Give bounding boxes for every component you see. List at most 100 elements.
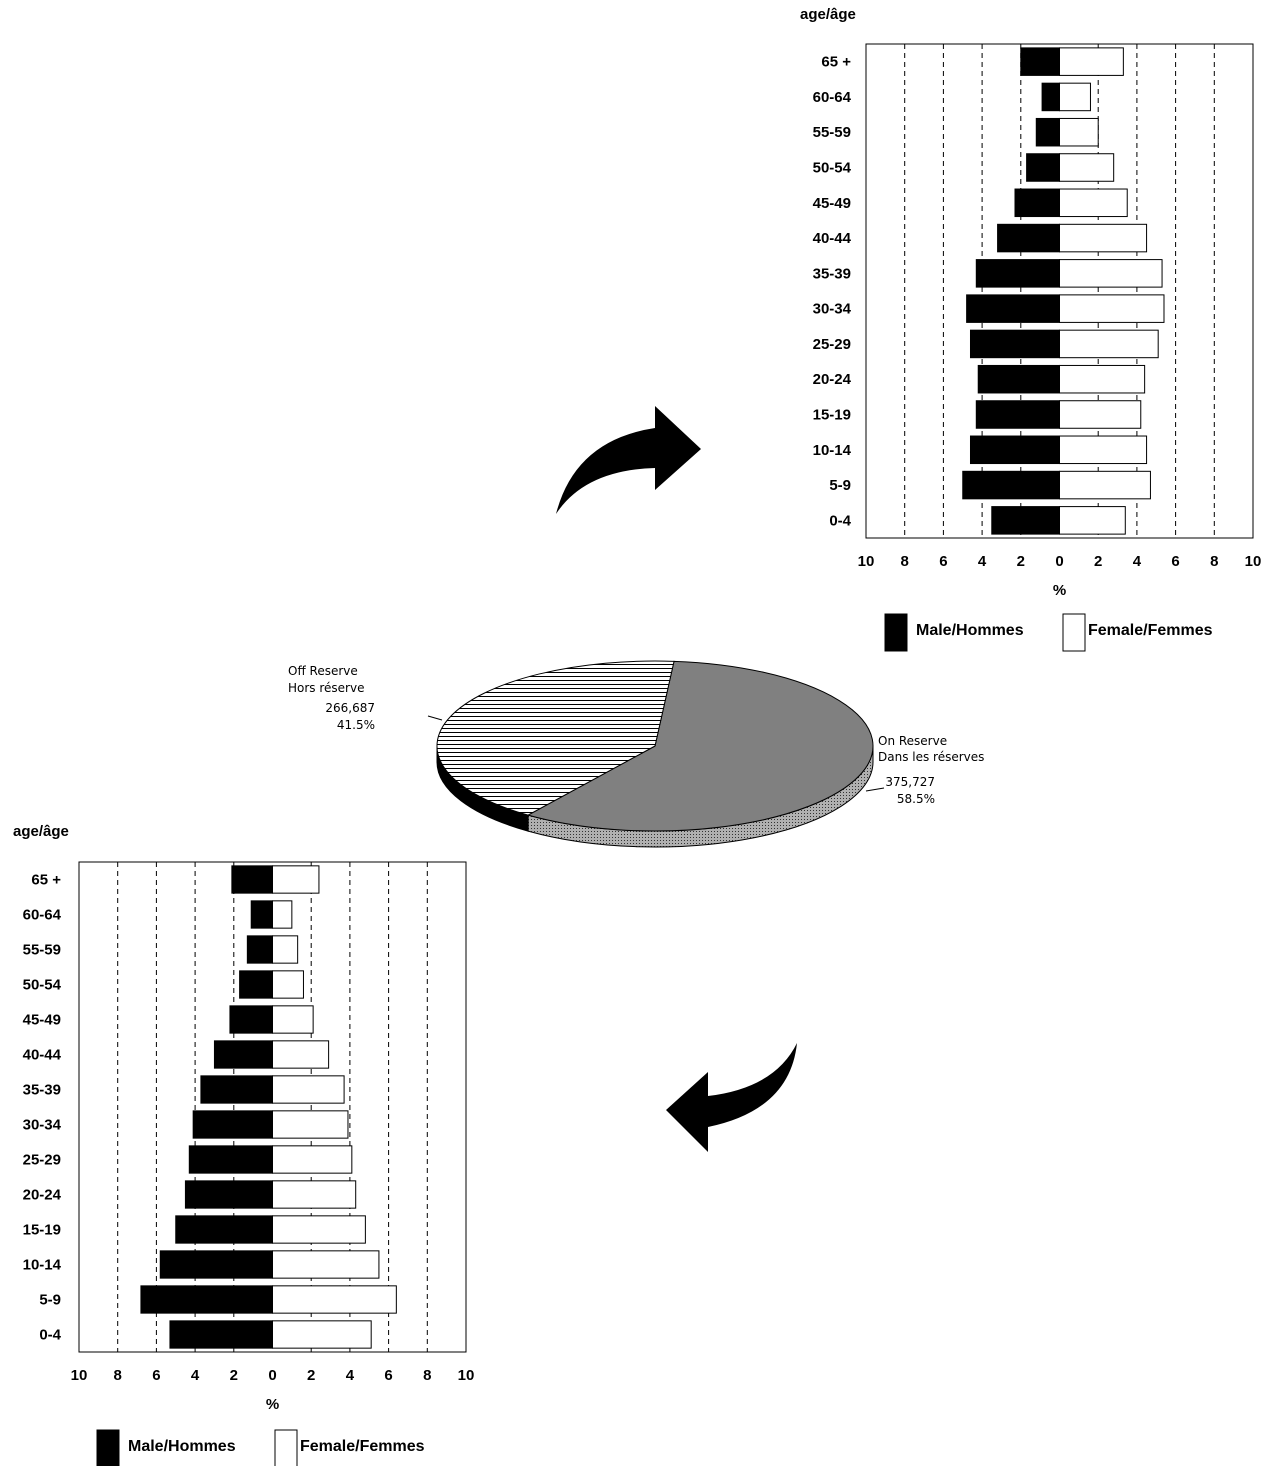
pie-percent-off-reserve: 41.5% <box>337 718 375 732</box>
bar-female <box>1059 223 1148 253</box>
arrow-left-icon <box>666 1043 797 1152</box>
y-tick-label: 25-29 <box>23 1152 61 1169</box>
bar-female <box>1059 153 1115 182</box>
bar-male <box>140 1285 273 1314</box>
pie-label-off-reserve-fr: Hors réserve <box>288 681 364 695</box>
x-tick-label: 2 <box>307 1367 315 1384</box>
x-tick-label: 4 <box>191 1367 200 1384</box>
bar-male <box>969 435 1060 465</box>
legend-label-female: Female/Femmes <box>300 1438 425 1455</box>
y-tick-label: 0-4 <box>829 512 851 529</box>
bar-female <box>1059 435 1148 465</box>
bar-female <box>1059 82 1091 112</box>
x-tick-label: 2 <box>230 1367 238 1384</box>
y-tick-label: 15-19 <box>813 407 851 424</box>
x-tick-label: 2 <box>1094 553 1102 570</box>
bar-male <box>192 1110 273 1139</box>
x-tick-label: 0 <box>268 1367 276 1384</box>
y-tick-label: 35-39 <box>813 265 851 282</box>
y-tick-label: 65 + <box>31 872 61 889</box>
bar-male <box>231 865 274 894</box>
bar-female <box>272 900 293 929</box>
x-tick-label: 8 <box>1210 553 1218 570</box>
bar-male <box>200 1075 273 1104</box>
x-tick-label: 6 <box>384 1367 392 1384</box>
bar-female <box>1059 364 1146 394</box>
y-tick-label: 45-49 <box>813 195 851 212</box>
x-axis-title: % <box>1053 582 1066 599</box>
bar-female <box>272 1320 372 1349</box>
y-axis-title: age/âge <box>13 823 69 840</box>
y-tick-label: 15-19 <box>23 1222 61 1239</box>
bar-male <box>246 935 274 964</box>
x-tick-label: 6 <box>152 1367 160 1384</box>
pyramid-chart-on-reserve: 65 +60-6455-5950-5445-4940-4435-3930-342… <box>800 6 1261 652</box>
bar-female <box>272 935 299 964</box>
y-tick-label: 20-24 <box>813 371 852 388</box>
y-tick-label: 55-59 <box>23 942 61 959</box>
y-tick-label: 0-4 <box>39 1327 61 1344</box>
bar-male <box>977 364 1060 394</box>
legend-label-male: Male/Hommes <box>916 622 1024 639</box>
bar-female <box>1059 294 1165 323</box>
arrow-right-icon <box>556 406 701 514</box>
bar-male <box>997 223 1061 253</box>
x-tick-label: 8 <box>423 1367 431 1384</box>
bar-male <box>991 506 1061 535</box>
bar-female <box>272 1180 357 1209</box>
bar-female <box>1059 400 1142 429</box>
y-tick-label: 65 + <box>821 54 851 71</box>
x-tick-label: 4 <box>978 553 987 570</box>
x-axis-title: % <box>266 1396 279 1413</box>
y-tick-label: 30-34 <box>23 1117 62 1134</box>
x-tick-label: 8 <box>114 1367 122 1384</box>
pie-percent-on-reserve: 58.5% <box>897 792 935 806</box>
bar-male <box>250 900 273 929</box>
bar-male <box>229 1005 273 1034</box>
y-axis-title: age/âge <box>800 6 856 23</box>
y-tick-label: 30-34 <box>813 301 852 318</box>
bar-male <box>969 329 1060 359</box>
bar-female <box>1059 259 1163 288</box>
bar-female <box>272 1040 330 1069</box>
bar-male <box>1035 117 1061 147</box>
y-tick-label: 55-59 <box>813 124 851 141</box>
pie-slice-on-reserve <box>526 660 874 832</box>
pie-slice-off-reserve <box>436 660 675 816</box>
bar-male <box>184 1180 273 1209</box>
y-tick-label: 10-14 <box>813 442 852 459</box>
pie-count-off-reserve: 266,687 <box>325 701 375 715</box>
y-tick-label: 60-64 <box>813 89 852 106</box>
bar-female <box>272 1110 349 1139</box>
y-tick-label: 5-9 <box>829 477 851 494</box>
bar-male <box>169 1320 274 1349</box>
bar-male <box>1014 188 1060 218</box>
bar-male <box>1041 82 1060 112</box>
x-tick-label: 10 <box>458 1367 475 1384</box>
bar-female <box>1059 117 1099 147</box>
bar-female <box>272 970 304 999</box>
y-tick-label: 45-49 <box>23 1012 61 1029</box>
bar-male <box>1020 47 1060 76</box>
x-tick-label: 6 <box>1171 553 1179 570</box>
bar-female <box>272 1215 366 1244</box>
bar-female <box>272 1285 397 1314</box>
pyramid-chart-off-reserve: 65 +60-6455-5950-5445-4940-4435-3930-342… <box>13 823 474 1466</box>
legend-swatch-female <box>274 1429 298 1466</box>
x-tick-label: 10 <box>858 553 875 570</box>
x-tick-label: 6 <box>939 553 947 570</box>
pie-count-on-reserve: 375,727 <box>885 775 935 789</box>
legend-label-female: Female/Femmes <box>1088 622 1213 639</box>
pie-label-on-reserve-fr: Dans les réserves <box>878 750 984 764</box>
y-tick-label: 5-9 <box>39 1292 61 1309</box>
bar-female <box>1059 329 1159 359</box>
bar-female <box>1059 47 1124 76</box>
legend-swatch-male <box>96 1429 120 1466</box>
bar-female <box>272 865 320 894</box>
x-tick-label: 10 <box>71 1367 88 1384</box>
bar-female <box>272 1145 353 1174</box>
x-tick-label: 0 <box>1055 553 1063 570</box>
legend-label-male: Male/Hommes <box>128 1438 236 1455</box>
bar-female <box>1059 188 1128 218</box>
